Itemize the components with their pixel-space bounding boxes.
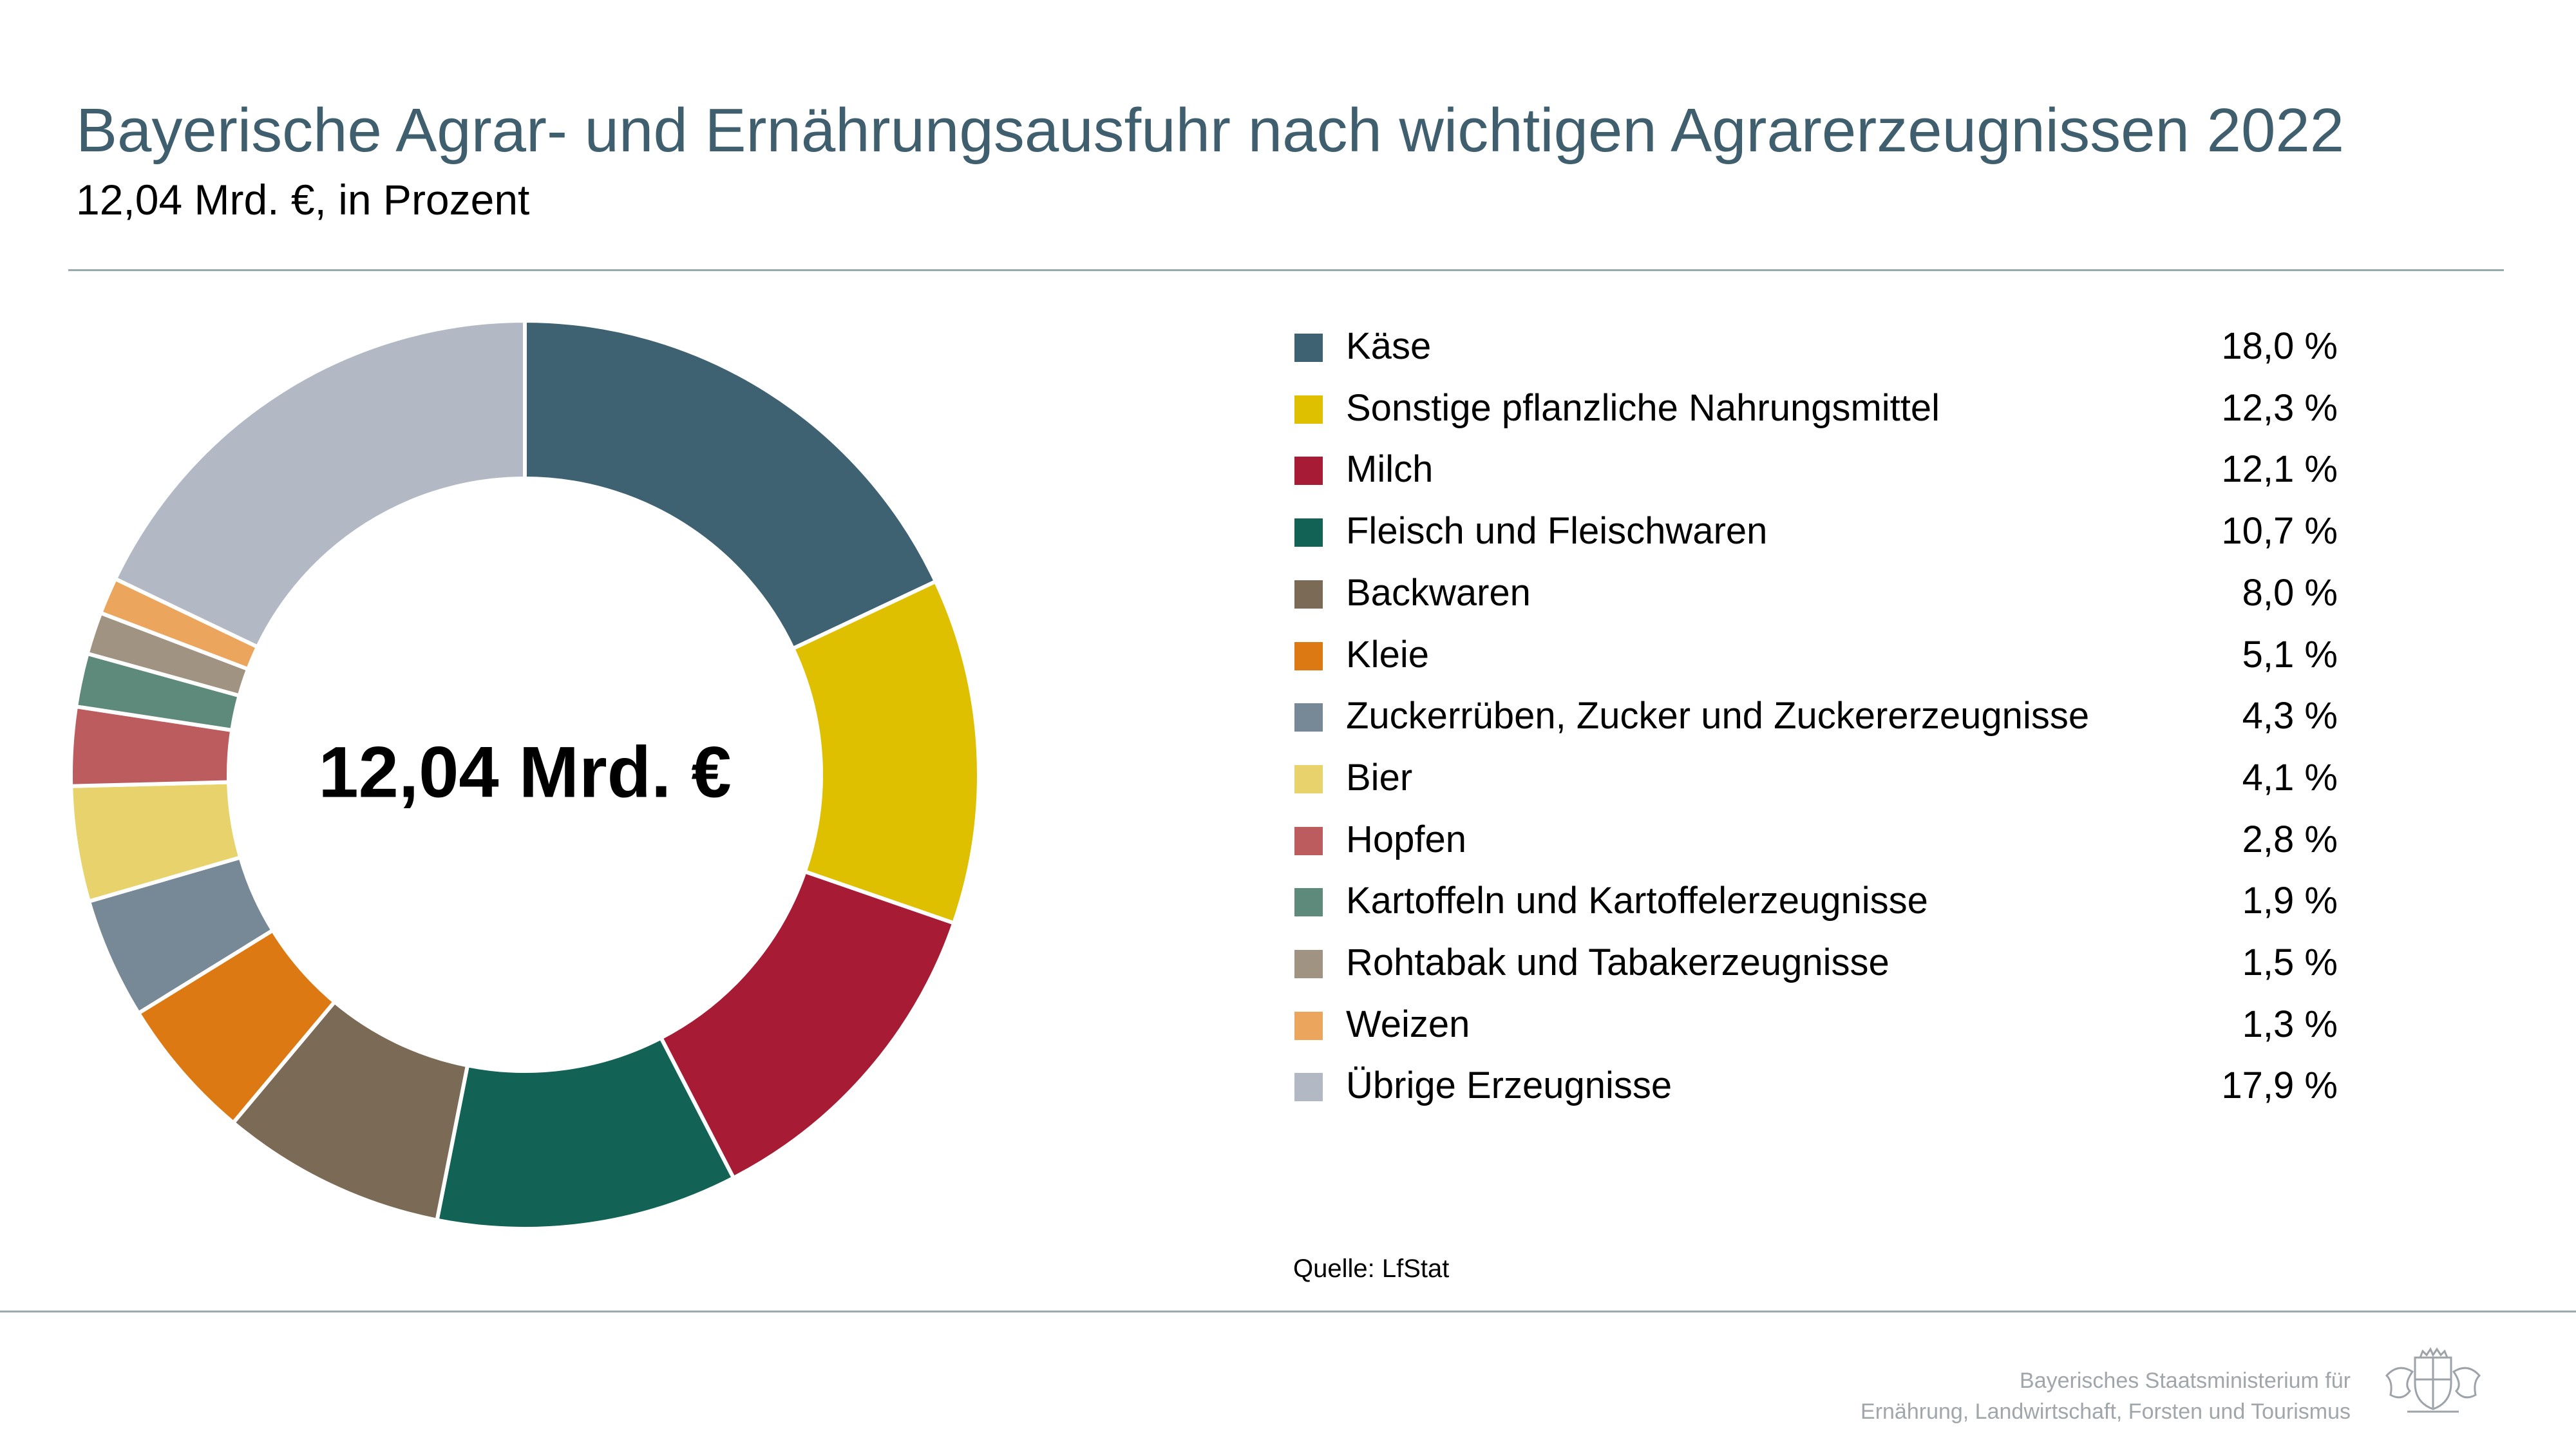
legend-value: 12,1 % bbox=[2221, 448, 2338, 491]
legend-item: Bier 4,1 % bbox=[1294, 747, 2338, 809]
legend-label: Rohtabak und Tabakerzeugnisse bbox=[1346, 942, 1889, 983]
legend-item: Backwaren 8,0 % bbox=[1294, 562, 2338, 624]
legend-value: 2,8 % bbox=[2242, 818, 2338, 860]
donut-slices bbox=[69, 318, 981, 1231]
top-divider bbox=[68, 269, 2504, 271]
legend-swatch bbox=[1294, 703, 1323, 732]
legend-item: Hopfen 2,8 % bbox=[1294, 809, 2338, 871]
legend-item: Käse 18,0 % bbox=[1294, 316, 2338, 377]
legend-label: Hopfen bbox=[1346, 818, 1467, 860]
legend-swatch bbox=[1294, 395, 1323, 424]
legend-item: Sonstige pflanzliche Nahrungsmittel 12,3 … bbox=[1294, 377, 2338, 439]
legend-item: Rohtabak und Tabakerzeugnisse 1,5 % bbox=[1294, 932, 2338, 994]
legend-swatch bbox=[1294, 950, 1323, 978]
legend-swatch bbox=[1294, 518, 1323, 547]
legend-value: 1,9 % bbox=[2242, 880, 2338, 922]
legend-label: Weizen bbox=[1346, 1003, 1470, 1045]
legend-item: Übrige Erzeugnisse 17,9 % bbox=[1294, 1055, 2338, 1117]
source-note: Quelle: LfStat bbox=[1293, 1255, 1450, 1283]
ministry-line-2: Ernährung, Landwirtschaft, Forsten und T… bbox=[1861, 1399, 2351, 1424]
legend-value: 18,0 % bbox=[2221, 325, 2338, 367]
legend-swatch bbox=[1294, 826, 1323, 855]
legend-value: 10,7 % bbox=[2221, 510, 2338, 553]
legend-swatch bbox=[1294, 1011, 1323, 1040]
legend-value: 12,3 % bbox=[2221, 386, 2338, 429]
donut-slice-0 bbox=[523, 318, 938, 652]
legend-label: Zuckerrüben, Zucker und Zuckererzeugniss… bbox=[1346, 695, 2090, 737]
legend-label: Sonstige pflanzliche Nahrungsmittel bbox=[1346, 386, 1940, 429]
chart-subtitle: 12,04 Mrd. €, in Prozent bbox=[76, 176, 530, 223]
donut-center-label: 12,04 Mrd. € bbox=[318, 732, 731, 813]
legend-value: 8,0 % bbox=[2242, 571, 2338, 614]
legend-label: Milch bbox=[1346, 448, 1434, 491]
ministry-name: Bayerisches Staatsministerium für Ernähr… bbox=[1861, 1365, 2351, 1427]
legend-value: 4,1 % bbox=[2242, 756, 2338, 799]
legend-swatch bbox=[1294, 1073, 1323, 1102]
legend-item: Kartoffeln und Kartoffelerzeugnisse 1,9 % bbox=[1294, 870, 2338, 932]
legend-value: 17,9 % bbox=[2221, 1065, 2338, 1107]
legend-value: 5,1 % bbox=[2242, 633, 2338, 676]
legend-item: Milch 12,1 % bbox=[1294, 439, 2338, 500]
legend-label: Backwaren bbox=[1346, 571, 1531, 614]
legend-label: Käse bbox=[1346, 325, 1432, 367]
legend-swatch bbox=[1294, 334, 1323, 362]
legend-item: Weizen 1,3 % bbox=[1294, 994, 2338, 1056]
bavarian-coat-of-arms-icon bbox=[2385, 1347, 2481, 1413]
chart-title: Bayerische Agrar- und Ernährungsausfuhr … bbox=[76, 96, 2345, 165]
legend-label: Fleisch und Fleischwaren bbox=[1346, 510, 1768, 553]
legend-item: Fleisch und Fleischwaren 10,7 % bbox=[1294, 500, 2338, 562]
donut-chart: 12,04 Mrd. € bbox=[69, 318, 981, 1231]
legend-swatch bbox=[1294, 641, 1323, 670]
donut-slice-1 bbox=[790, 578, 981, 926]
ministry-line-1: Bayerisches Staatsministerium für bbox=[2020, 1368, 2351, 1393]
donut-slice-2 bbox=[658, 869, 957, 1181]
legend-swatch bbox=[1294, 888, 1323, 917]
legend-swatch bbox=[1294, 457, 1323, 486]
legend-item: Zuckerrüben, Zucker und Zuckererzeugniss… bbox=[1294, 685, 2338, 747]
legend-swatch bbox=[1294, 580, 1323, 609]
legend-value: 4,3 % bbox=[2242, 695, 2338, 737]
legend-label: Kartoffeln und Kartoffelerzeugnisse bbox=[1346, 880, 1928, 922]
donut-slice-12 bbox=[112, 318, 527, 650]
legend-swatch bbox=[1294, 764, 1323, 793]
legend-value: 1,3 % bbox=[2242, 1003, 2338, 1045]
legend-label: Bier bbox=[1346, 756, 1413, 799]
legend-value: 1,5 % bbox=[2242, 942, 2338, 983]
legend-item: Kleie 5,1 % bbox=[1294, 624, 2338, 686]
legend-label: Kleie bbox=[1346, 633, 1429, 676]
bottom-divider bbox=[0, 1311, 2576, 1312]
legend-label: Übrige Erzeugnisse bbox=[1346, 1065, 1672, 1107]
